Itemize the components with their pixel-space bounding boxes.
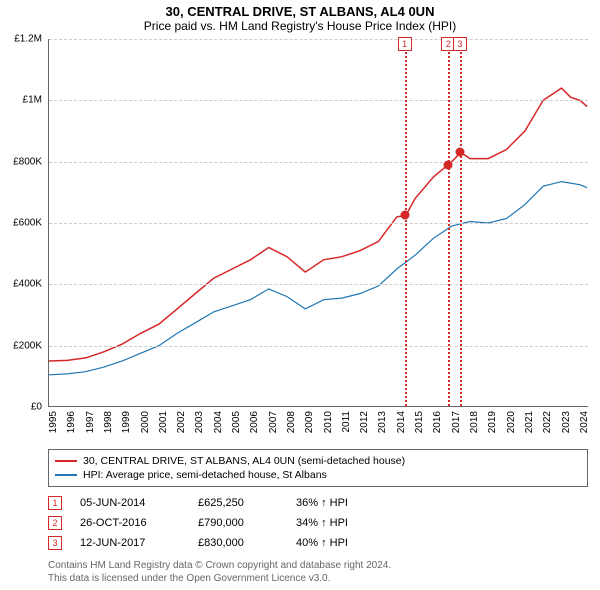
x-tick-label: 2012: [359, 411, 370, 433]
transaction-vline: [448, 39, 450, 406]
x-tick-label: 2011: [341, 411, 352, 433]
transaction-pct: 36% ↑ HPI: [296, 497, 376, 509]
y-tick-label: £400K: [13, 279, 42, 290]
x-tick-label: 2023: [561, 411, 572, 433]
transaction-row: 3 12-JUN-2017 £830,000 40% ↑ HPI: [48, 533, 588, 553]
grid-line: [49, 223, 588, 224]
x-tick-label: 1999: [121, 411, 132, 433]
x-tick-label: 2015: [414, 411, 425, 433]
transaction-marker: [444, 160, 453, 169]
transaction-number: 2: [48, 516, 62, 530]
x-tick-label: 2022: [542, 411, 553, 433]
x-tick-label: 2013: [377, 411, 388, 433]
legend-label: HPI: Average price, semi-detached house,…: [83, 469, 327, 481]
x-tick-label: 2006: [249, 411, 260, 433]
series-line: [49, 88, 587, 361]
x-tick-label: 2000: [140, 411, 151, 433]
x-tick-label: 2018: [469, 411, 480, 433]
legend-row: HPI: Average price, semi-detached house,…: [55, 468, 581, 482]
x-tick-label: 2021: [524, 411, 535, 433]
x-tick-label: 2008: [286, 411, 297, 433]
x-axis: 1995 1996 1997 1998 1999 2000 2001 2002 2003 2004…: [48, 409, 588, 443]
y-tick-label: £200K: [13, 340, 42, 351]
transaction-marker: [400, 211, 409, 220]
legend-swatch: [55, 474, 77, 476]
footer-line1: Contains HM Land Registry data © Crown c…: [48, 559, 588, 572]
x-tick-label: 2016: [432, 411, 443, 433]
x-tick-label: 2007: [268, 411, 279, 433]
y-tick-label: £600K: [13, 218, 42, 229]
transaction-vline: [405, 39, 407, 406]
x-tick-label: 2009: [304, 411, 315, 433]
y-axis: £0£200K£400K£600K£800K£1M£1.2M: [0, 39, 46, 407]
transaction-date: 26-OCT-2016: [80, 517, 180, 529]
x-tick-label: 2003: [194, 411, 205, 433]
chart-area: 123: [48, 39, 588, 407]
y-tick-label: £0: [31, 402, 42, 413]
legend-label: 30, CENTRAL DRIVE, ST ALBANS, AL4 0UN (s…: [83, 455, 405, 467]
transaction-date: 05-JUN-2014: [80, 497, 180, 509]
transaction-vline-label: 1: [398, 37, 412, 51]
grid-line: [49, 39, 588, 40]
transaction-marker: [455, 148, 464, 157]
y-tick-label: £800K: [13, 156, 42, 167]
transaction-number: 1: [48, 496, 62, 510]
grid-line: [49, 284, 588, 285]
legend-row: 30, CENTRAL DRIVE, ST ALBANS, AL4 0UN (s…: [55, 454, 581, 468]
transaction-row: 1 05-JUN-2014 £625,250 36% ↑ HPI: [48, 493, 588, 513]
transaction-vline: [460, 39, 462, 406]
x-tick-label: 2010: [323, 411, 334, 433]
x-tick-label: 2014: [396, 411, 407, 433]
x-tick-label: 2024: [579, 411, 590, 433]
x-tick-label: 1998: [103, 411, 114, 433]
x-tick-label: 2002: [176, 411, 187, 433]
x-tick-label: 2019: [487, 411, 498, 433]
y-tick-label: £1M: [23, 95, 42, 106]
transaction-price: £790,000: [198, 517, 278, 529]
transaction-price: £625,250: [198, 497, 278, 509]
x-tick-label: 1995: [48, 411, 59, 433]
title-address: 30, CENTRAL DRIVE, ST ALBANS, AL4 0UN: [0, 4, 600, 19]
transaction-pct: 40% ↑ HPI: [296, 537, 376, 549]
x-tick-label: 1997: [85, 411, 96, 433]
transaction-price: £830,000: [198, 537, 278, 549]
transaction-table: 1 05-JUN-2014 £625,250 36% ↑ HPI 2 26-OCT-201…: [48, 493, 588, 553]
x-tick-label: 2020: [506, 411, 517, 433]
legend: 30, CENTRAL DRIVE, ST ALBANS, AL4 0UN (s…: [48, 449, 588, 487]
y-tick-label: £1.2M: [14, 34, 42, 45]
x-tick-label: 2004: [213, 411, 224, 433]
x-tick-label: 2001: [158, 411, 169, 433]
transaction-pct: 34% ↑ HPI: [296, 517, 376, 529]
footer-line2: This data is licensed under the Open Gov…: [48, 572, 588, 585]
title-subtitle: Price paid vs. HM Land Registry's House …: [0, 19, 600, 33]
legend-swatch: [55, 460, 77, 462]
x-tick-label: 2005: [231, 411, 242, 433]
transaction-row: 2 26-OCT-2016 £790,000 34% ↑ HPI: [48, 513, 588, 533]
transaction-number: 3: [48, 536, 62, 550]
transaction-date: 12-JUN-2017: [80, 537, 180, 549]
grid-line: [49, 100, 588, 101]
footer: Contains HM Land Registry data © Crown c…: [48, 559, 588, 585]
title-block: 30, CENTRAL DRIVE, ST ALBANS, AL4 0UN Pr…: [0, 0, 600, 35]
grid-line: [49, 162, 588, 163]
transaction-vline-label: 3: [453, 37, 467, 51]
grid-line: [49, 346, 588, 347]
x-tick-label: 2017: [451, 411, 462, 433]
x-tick-label: 1996: [66, 411, 77, 433]
chart-container: 30, CENTRAL DRIVE, ST ALBANS, AL4 0UN Pr…: [0, 0, 600, 590]
